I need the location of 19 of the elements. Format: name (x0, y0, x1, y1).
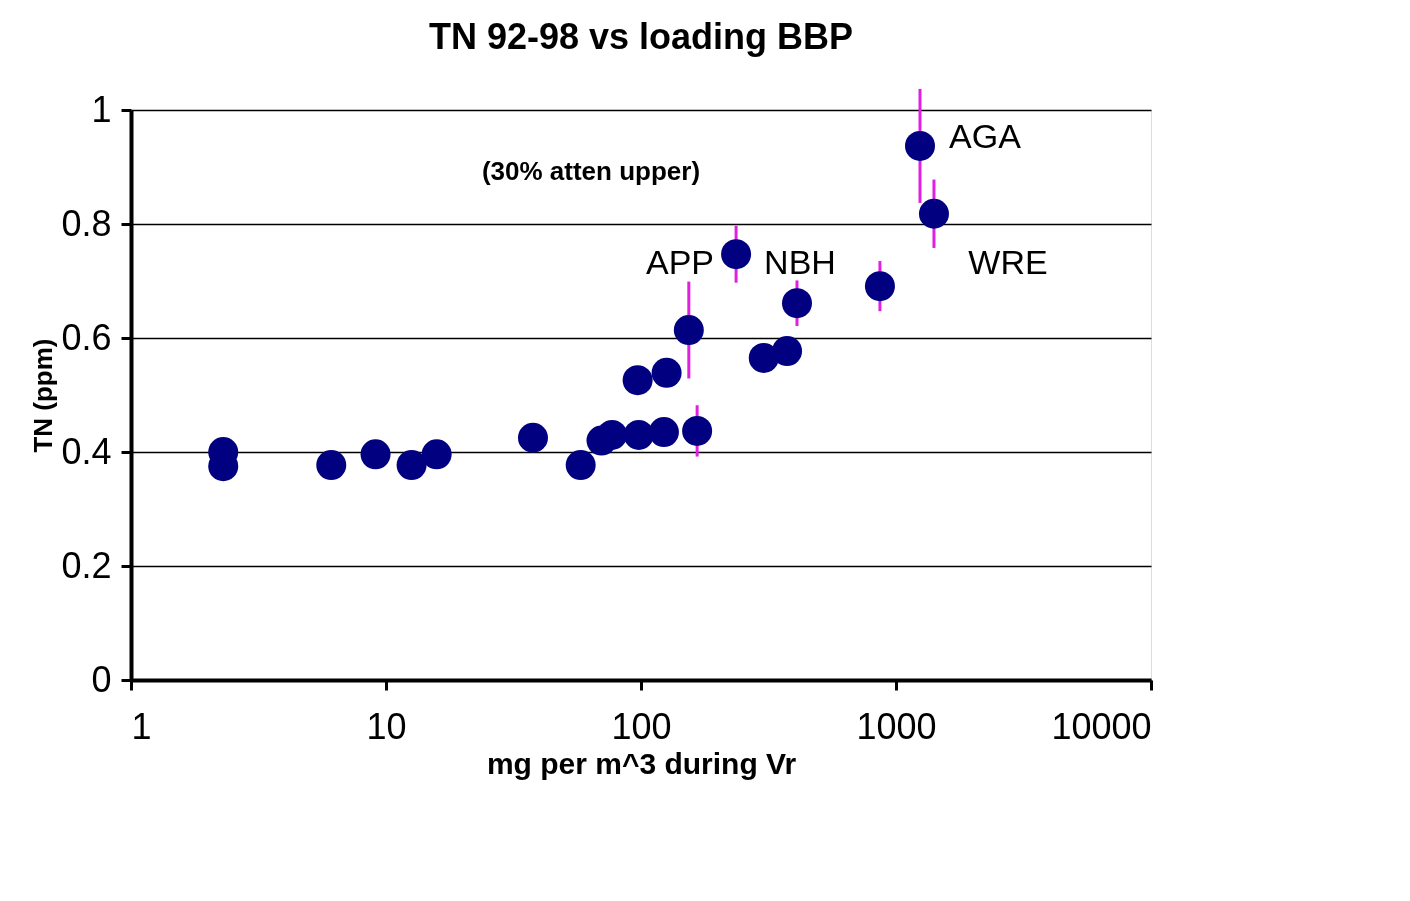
x-tick-label: 10000 (1051, 705, 1152, 747)
y-tick-label: 0.4 (61, 430, 112, 472)
y-tick-label: 0.8 (61, 202, 112, 244)
y-tick-label: 1 (91, 88, 112, 130)
x-tick-label: 1000 (856, 705, 937, 747)
chart-title: TN 92-98 vs loading BBP (428, 16, 854, 58)
x-tick-label: 1 (131, 705, 152, 747)
x-tick-label: 10 (366, 705, 407, 747)
x-axis-title: mg per m^3 during Vr (486, 746, 797, 780)
y-tick-label: 0 (91, 658, 112, 700)
y-tick-label: 0.6 (61, 316, 112, 358)
y-tick-label: 0.2 (61, 544, 112, 586)
annotation: NBH (764, 243, 836, 281)
y-axis-title: TN (ppm) (28, 338, 59, 453)
annotation: APP (645, 243, 715, 281)
annotation: (30% atten upper) (481, 156, 701, 186)
annotation: AGA (949, 117, 1022, 155)
x-tick-label: 100 (611, 705, 672, 747)
annotation: WRE (968, 243, 1048, 281)
